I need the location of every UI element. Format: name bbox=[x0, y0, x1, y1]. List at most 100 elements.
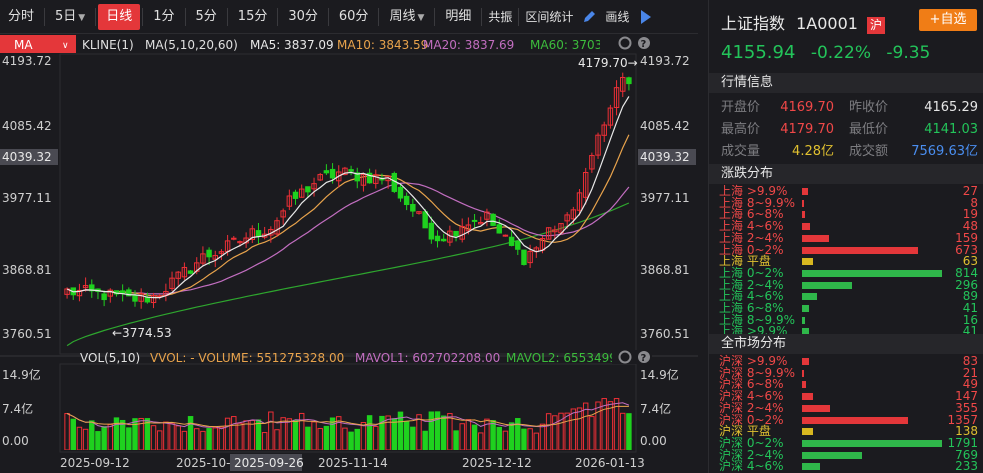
dist-row: 沪深 4~6% 233 bbox=[709, 459, 983, 473]
chevron-down-icon[interactable]: ∨ bbox=[62, 41, 69, 51]
period-tab[interactable]: 明细 bbox=[437, 4, 479, 30]
period-tab-label: 周线 bbox=[389, 8, 416, 24]
gear-icon[interactable] bbox=[618, 350, 632, 364]
volume-bar bbox=[144, 418, 151, 450]
ma-params-label: MA(5,10,20,60) bbox=[145, 38, 238, 52]
candle bbox=[181, 262, 188, 281]
toolbar-separator bbox=[44, 7, 46, 26]
volume-bar bbox=[224, 417, 231, 450]
volume-bar bbox=[502, 430, 509, 450]
candle bbox=[515, 241, 521, 256]
dist-label: 沪深 4~6% bbox=[719, 389, 784, 404]
volume-bar bbox=[311, 421, 317, 450]
price-tick: 3760.51 bbox=[640, 327, 690, 341]
period-tab[interactable]: 5分 bbox=[188, 4, 225, 30]
quote-row: 最高价 4179.70 最低价 4141.03 bbox=[709, 119, 983, 140]
volume-bar bbox=[410, 426, 416, 450]
dist-label: 沪深 8~9.9% bbox=[719, 365, 795, 380]
volume-bar bbox=[613, 398, 620, 450]
candle bbox=[490, 213, 496, 227]
volume-ma-lines bbox=[66, 402, 630, 430]
candle bbox=[274, 217, 280, 238]
dist-row: 沪深 0~2% 1357 bbox=[709, 414, 983, 426]
quote-value: 4169.70 bbox=[780, 100, 834, 115]
volume-bars bbox=[64, 398, 632, 450]
dist-count: 48 bbox=[962, 219, 978, 234]
chevron-down-icon[interactable]: ▼ bbox=[417, 12, 425, 23]
candle bbox=[564, 212, 570, 229]
period-tab[interactable]: 共振 bbox=[484, 4, 516, 30]
volume-bar bbox=[440, 415, 447, 450]
period-tab[interactable]: 60分 bbox=[331, 4, 377, 30]
period-tab-label: 60分 bbox=[338, 8, 369, 24]
vol-label: VOL(5,10) bbox=[80, 351, 140, 365]
period-tab[interactable]: 分时 bbox=[0, 4, 42, 30]
stock-code: 1A0001 bbox=[796, 14, 858, 33]
toolbar-separator bbox=[95, 7, 97, 26]
period-tab-label: 15分 bbox=[237, 8, 268, 24]
quote-section-title: 行情信息 bbox=[709, 73, 983, 93]
period-tab[interactable]: 区间统计 bbox=[521, 4, 577, 30]
dist-section-title: 涨跌分布 bbox=[709, 164, 983, 184]
kline-chart[interactable]: MA ∨ KLINE(1) MA(5,10,20,60) MA5: 3837.0… bbox=[0, 34, 698, 473]
volume-bar bbox=[354, 428, 360, 450]
gear-icon[interactable] bbox=[618, 36, 632, 50]
chevron-down-icon[interactable]: ▼ bbox=[78, 12, 86, 23]
dist-label: 沪深 平盘 bbox=[719, 424, 771, 439]
period-tab-label: 画线 bbox=[605, 9, 630, 24]
market-badge: 沪 bbox=[867, 17, 886, 34]
period-tab[interactable]: 1分 bbox=[145, 4, 182, 30]
price-tick: 4085.42 bbox=[640, 119, 690, 133]
period-tab[interactable]: 周线 ▼ bbox=[381, 4, 432, 30]
ma5-path bbox=[66, 96, 630, 299]
candle bbox=[76, 283, 83, 302]
dist-row: 上海 0~2% 814 bbox=[709, 265, 983, 280]
quote-label: 开盘价 bbox=[721, 100, 761, 115]
date-tick-highlight bbox=[230, 454, 302, 471]
candle bbox=[298, 184, 305, 198]
candle bbox=[169, 271, 175, 292]
dist-count: 233 bbox=[955, 459, 978, 473]
period-tab[interactable]: 15分 bbox=[230, 4, 276, 30]
period-tab[interactable]: 日线 bbox=[98, 3, 141, 30]
dist-bar bbox=[802, 358, 809, 365]
volume-bar bbox=[101, 426, 107, 450]
dist-label: 上海 8~9.9% bbox=[719, 312, 795, 327]
market-section-title: 全市场分布 bbox=[709, 334, 983, 354]
volume-bar bbox=[626, 413, 632, 450]
play-icon[interactable] bbox=[641, 9, 652, 24]
volume-bar bbox=[391, 418, 398, 450]
change-value: -9.35 bbox=[886, 43, 931, 63]
dist-row: 上海 2~4% 159 bbox=[709, 232, 983, 244]
volume-bar bbox=[397, 411, 404, 450]
dist-bar bbox=[802, 258, 813, 266]
help-icon[interactable] bbox=[638, 351, 650, 363]
period-tab[interactable]: 5日 ▼ bbox=[47, 4, 93, 30]
help-icon[interactable] bbox=[638, 37, 650, 49]
volume-bar bbox=[478, 432, 484, 450]
last-price: 4155.94 bbox=[721, 42, 796, 63]
ma-selector-button[interactable] bbox=[0, 35, 76, 53]
volume-bar bbox=[169, 422, 175, 450]
candle bbox=[373, 169, 379, 189]
candle bbox=[582, 167, 589, 205]
volume-bar bbox=[292, 419, 299, 450]
svg-text:?: ? bbox=[641, 353, 647, 364]
period-tab[interactable]: 画线 bbox=[601, 4, 633, 30]
dist-count: 49 bbox=[962, 377, 978, 392]
add-watchlist-button[interactable]: +自选 bbox=[919, 9, 977, 31]
dist-count: 21 bbox=[962, 365, 978, 380]
dist-count: 814 bbox=[955, 265, 978, 280]
volume-bar bbox=[286, 418, 293, 450]
price-tick: 3977.11 bbox=[640, 191, 690, 205]
pencil-icon[interactable] bbox=[581, 9, 597, 25]
price-tick: 3760.51 bbox=[2, 327, 52, 341]
volume-bar bbox=[564, 412, 570, 450]
period-tab[interactable]: 30分 bbox=[280, 4, 326, 30]
candle bbox=[150, 292, 157, 309]
dist-row: 上海 8~9.9% 8 bbox=[709, 197, 983, 209]
candle bbox=[434, 230, 441, 248]
quote-value: 4141.03 bbox=[924, 122, 978, 137]
volume-bar bbox=[558, 412, 564, 450]
volume-bar bbox=[496, 426, 502, 450]
